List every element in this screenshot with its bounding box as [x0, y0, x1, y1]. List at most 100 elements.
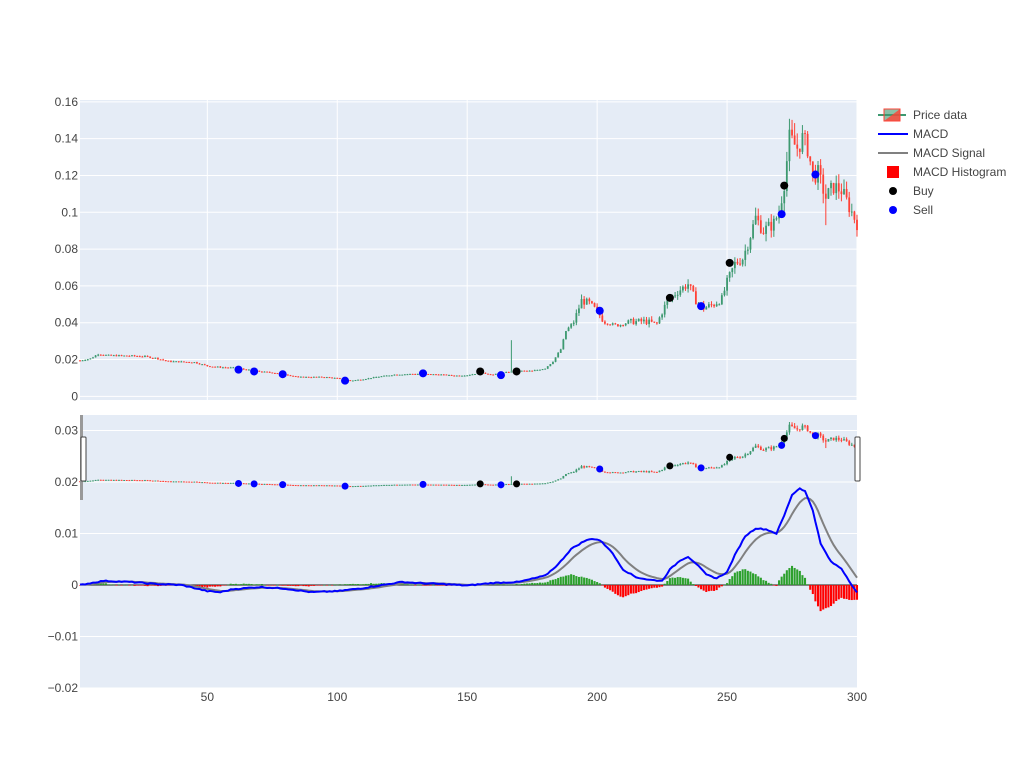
candle[interactable]	[788, 118, 791, 172]
candle[interactable]	[92, 356, 94, 359]
candle[interactable]	[377, 376, 380, 378]
candle[interactable]	[739, 258, 741, 266]
slider-left-handle[interactable]	[80, 436, 87, 482]
candle[interactable]	[650, 316, 653, 323]
candle[interactable]	[292, 375, 294, 377]
candle[interactable]	[429, 374, 432, 376]
candle[interactable]	[544, 368, 547, 370]
candle[interactable]	[409, 373, 411, 375]
candle[interactable]	[362, 379, 365, 381]
candle[interactable]	[770, 214, 773, 238]
candle[interactable]	[630, 318, 632, 324]
price-plot-area[interactable]	[80, 100, 857, 400]
candle[interactable]	[681, 285, 684, 293]
candle[interactable]	[767, 218, 770, 227]
candle[interactable]	[715, 301, 718, 307]
candle[interactable]	[489, 373, 492, 376]
candle[interactable]	[146, 355, 149, 358]
candle[interactable]	[271, 372, 274, 374]
sell-marker[interactable]	[419, 369, 428, 378]
candle[interactable]	[149, 356, 152, 359]
candle[interactable]	[159, 359, 162, 361]
candle[interactable]	[125, 355, 128, 357]
candle[interactable]	[785, 151, 788, 197]
candle[interactable]	[448, 374, 450, 376]
candle[interactable]	[840, 183, 843, 202]
candle[interactable]	[523, 370, 526, 372]
candle[interactable]	[567, 326, 570, 332]
candle[interactable]	[196, 361, 198, 364]
buy-marker[interactable]	[512, 367, 521, 376]
sell-marker[interactable]	[278, 370, 287, 379]
candle[interactable]	[442, 374, 445, 376]
candle[interactable]	[307, 376, 310, 378]
range-slider-preview[interactable]	[79, 421, 858, 490]
candle[interactable]	[325, 376, 328, 379]
candle[interactable]	[736, 258, 739, 265]
candle[interactable]	[398, 374, 401, 376]
slider-right-handle[interactable]	[854, 436, 861, 482]
candle[interactable]	[528, 370, 531, 372]
candle[interactable]	[445, 374, 448, 376]
candle[interactable]	[655, 321, 658, 325]
candle[interactable]	[804, 130, 806, 146]
candle[interactable]	[832, 182, 835, 195]
candle[interactable]	[385, 375, 388, 377]
candle[interactable]	[162, 358, 165, 361]
candle[interactable]	[183, 361, 185, 363]
candle[interactable]	[403, 374, 406, 376]
candle[interactable]	[320, 376, 323, 378]
macd-lines[interactable]	[79, 487, 858, 594]
candle[interactable]	[466, 375, 469, 377]
candle[interactable]	[458, 375, 461, 377]
candle[interactable]	[850, 203, 853, 217]
candle[interactable]	[728, 271, 731, 282]
candle[interactable]	[268, 371, 271, 373]
candle[interactable]	[318, 376, 320, 378]
candle[interactable]	[617, 324, 619, 327]
range-slider-handles[interactable]	[80, 415, 861, 500]
buy-marker[interactable]	[780, 181, 789, 190]
candle[interactable]	[541, 369, 544, 371]
candle[interactable]	[570, 323, 573, 329]
candle[interactable]	[578, 304, 580, 316]
legend-item[interactable]: MACD Histogram	[887, 165, 1006, 179]
price-trade-markers[interactable]	[234, 170, 820, 385]
candle[interactable]	[107, 354, 110, 356]
candle[interactable]	[245, 369, 248, 371]
candle[interactable]	[723, 287, 726, 297]
candle[interactable]	[720, 293, 723, 306]
candle[interactable]	[390, 375, 393, 377]
candle[interactable]	[811, 161, 814, 182]
candle[interactable]	[658, 316, 661, 324]
candle[interactable]	[559, 348, 562, 353]
candle[interactable]	[531, 370, 534, 372]
candle[interactable]	[853, 210, 856, 224]
candle[interactable]	[401, 374, 404, 376]
candle[interactable]	[248, 369, 250, 371]
candle[interactable]	[289, 374, 292, 377]
candle[interactable]	[461, 375, 463, 377]
candle[interactable]	[440, 374, 443, 376]
legend-item[interactable]: Price data	[878, 108, 967, 122]
candle[interactable]	[216, 366, 219, 368]
candle[interactable]	[354, 379, 357, 382]
candle[interactable]	[102, 354, 105, 356]
candle[interactable]	[302, 376, 305, 378]
candle[interactable]	[203, 363, 206, 366]
candle[interactable]	[263, 371, 266, 373]
sell-marker[interactable]	[341, 376, 350, 385]
candle[interactable]	[648, 317, 651, 328]
candle[interactable]	[640, 317, 643, 325]
candle[interactable]	[315, 376, 318, 378]
price-candles[interactable]	[79, 118, 858, 382]
candle[interactable]	[453, 375, 456, 377]
candle[interactable]	[762, 227, 765, 235]
candle[interactable]	[505, 371, 508, 374]
candle[interactable]	[824, 184, 827, 226]
candle[interactable]	[546, 366, 549, 370]
candle[interactable]	[520, 370, 523, 372]
candle[interactable]	[463, 375, 466, 377]
candle[interactable]	[299, 376, 302, 378]
candle[interactable]	[188, 361, 191, 364]
